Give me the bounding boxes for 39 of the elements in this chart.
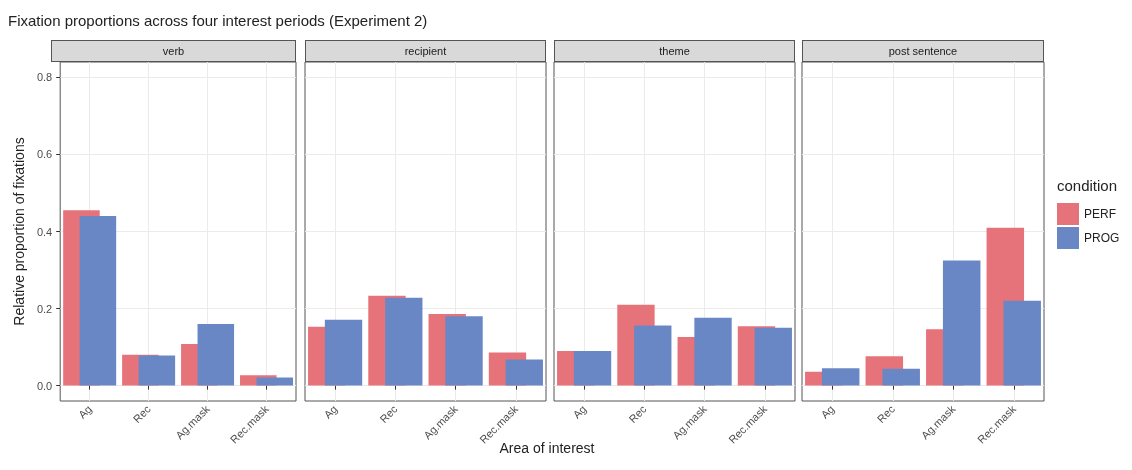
x-axis-title: Area of interest	[499, 440, 596, 456]
bar	[138, 355, 176, 386]
bar	[573, 350, 612, 386]
legend-title: condition	[1057, 177, 1118, 194]
bar	[942, 260, 981, 386]
bar	[694, 317, 732, 386]
bar	[882, 368, 920, 386]
legend-label: PERF	[1084, 207, 1117, 221]
x-tick-label: Ag	[818, 402, 837, 421]
bar	[256, 377, 294, 386]
x-tick-label: Rec	[626, 402, 649, 426]
y-tick-label: 0.6	[36, 148, 53, 161]
bar	[79, 216, 117, 386]
legend-label: PROG	[1084, 231, 1120, 245]
y-tick-label: 0.0	[36, 379, 53, 392]
bar	[821, 368, 860, 386]
bar	[445, 316, 483, 386]
y-tick-label: 0.4	[36, 225, 53, 238]
bar	[197, 323, 235, 386]
bar	[634, 325, 672, 386]
x-tick-label: Rec	[130, 402, 154, 426]
x-tick-label: Ag	[570, 402, 589, 421]
y-tick-label: 0.2	[36, 302, 53, 315]
x-tick-label: Rec	[377, 402, 400, 426]
chart-subtitle: recipient	[305, 40, 546, 62]
x-tick-label: Ag	[75, 402, 94, 421]
bar	[754, 327, 792, 386]
x-tick-label: Ag	[321, 402, 340, 421]
chart-subtitle: post sentence	[802, 40, 1044, 62]
bar	[324, 319, 363, 386]
bar	[1003, 300, 1041, 386]
bar	[505, 359, 543, 386]
bar	[385, 297, 423, 386]
chart-title: Fixation proportions across four interest periods (Experiment 2)	[8, 12, 428, 29]
chart-subtitle: verb	[51, 40, 296, 62]
x-tick-label: Rec	[874, 402, 898, 426]
y-axis-title: Relative proportion of fixations	[11, 137, 27, 326]
y-tick-label: 0.8	[36, 71, 53, 84]
chart-subtitle: theme	[554, 40, 795, 62]
